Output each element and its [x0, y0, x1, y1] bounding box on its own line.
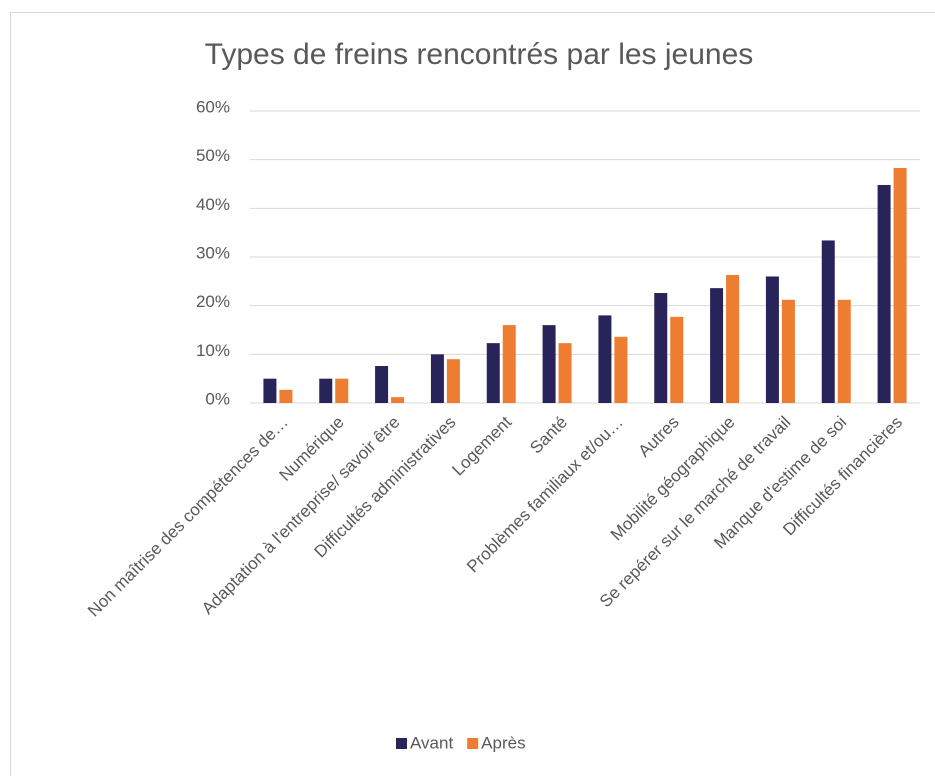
bar [726, 275, 740, 403]
bar [893, 167, 907, 403]
bar [279, 389, 293, 403]
legend-label: Avant [410, 733, 453, 752]
bar [837, 299, 851, 403]
bar [391, 397, 405, 403]
bar [614, 336, 628, 403]
bar [486, 343, 500, 403]
bar [654, 293, 668, 403]
bar [765, 276, 779, 403]
bar [542, 325, 556, 403]
chart-title: Types de freins rencontrés par les jeune… [205, 38, 754, 71]
bar [446, 359, 460, 403]
y-tick-label: 50% [196, 146, 230, 165]
bar [781, 299, 795, 403]
y-tick-label: 10% [196, 341, 230, 360]
y-tick-label: 60% [196, 97, 230, 116]
bar [319, 378, 333, 403]
chart-frame [10, 12, 935, 776]
bar [821, 240, 835, 403]
bar [558, 343, 572, 403]
y-tick-label: 20% [196, 292, 230, 311]
bar [430, 354, 444, 403]
legend-swatch [396, 738, 407, 749]
bar [598, 315, 612, 403]
legend-swatch [467, 738, 479, 749]
y-tick-label: 30% [196, 243, 230, 262]
bar [335, 378, 349, 403]
legend-label: Après [481, 733, 525, 752]
y-tick-label: 40% [196, 195, 230, 214]
bar [375, 366, 389, 403]
y-tick-label: 0% [205, 389, 230, 408]
bar [877, 184, 891, 403]
bar [710, 288, 724, 403]
bar [263, 378, 277, 403]
bar [670, 316, 684, 403]
bar [502, 325, 516, 403]
